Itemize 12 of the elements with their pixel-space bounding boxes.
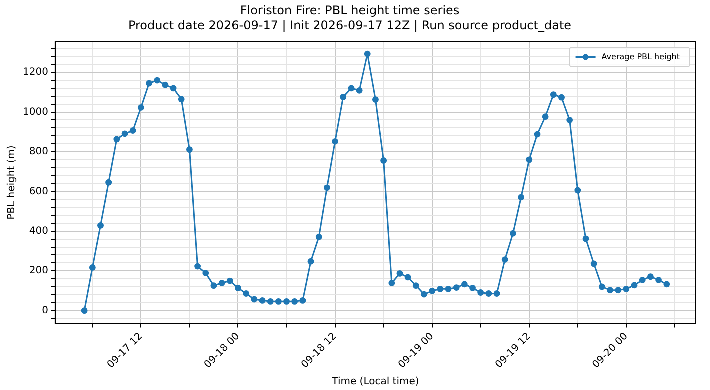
y-tick-label: 600 — [29, 186, 48, 198]
y-tick-label: 1000 — [22, 106, 48, 118]
legend-label: Average PBL height — [602, 52, 680, 62]
x-axis-title: Time (Local time) — [331, 376, 420, 388]
y-tick-label: 1200 — [22, 67, 48, 78]
y-tick-label: 800 — [29, 146, 48, 158]
chart-title: Floriston Fire: PBL height time series — [240, 3, 460, 18]
y-tick-label: 400 — [29, 226, 48, 237]
y-tick-label: 200 — [29, 266, 48, 277]
chart-subtitle: Product date 2026-09-17 | Init 2026-09-17 12Z | Run source product_date — [128, 18, 572, 33]
y-tick-label: 0 — [42, 305, 48, 316]
y-axis-title: PBL height (m) — [6, 146, 18, 220]
